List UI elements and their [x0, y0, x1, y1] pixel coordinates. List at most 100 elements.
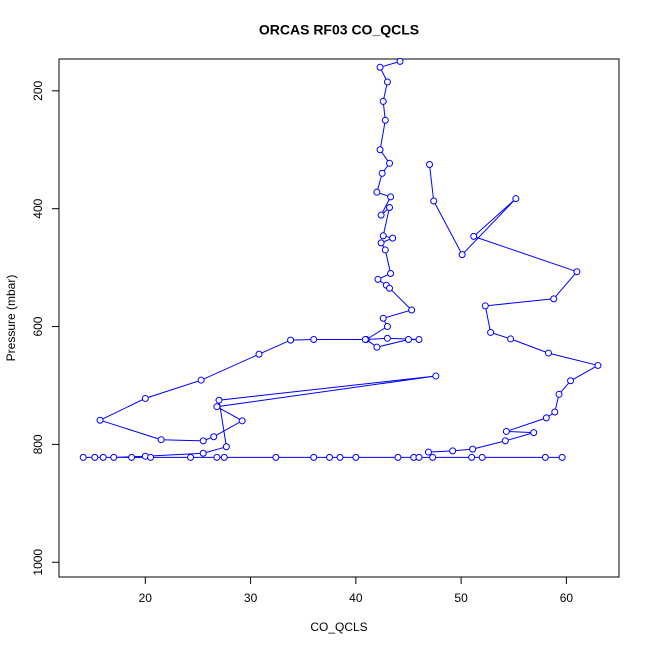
- data-point: [550, 295, 558, 303]
- data-point: [541, 453, 549, 461]
- y-tick-label: 200: [31, 80, 45, 100]
- data-point: [389, 234, 397, 242]
- data-point: [379, 97, 387, 105]
- data-point: [141, 394, 149, 402]
- data-point: [507, 335, 515, 343]
- data-point: [424, 448, 432, 456]
- y-tick-label: 600: [31, 316, 45, 336]
- data-point: [213, 403, 221, 411]
- data-point: [468, 453, 476, 461]
- data-point: [378, 169, 386, 177]
- data-point: [426, 160, 434, 168]
- data-point: [215, 396, 223, 404]
- data-point: [238, 417, 246, 425]
- data-point: [128, 453, 136, 461]
- data-point: [429, 453, 437, 461]
- data-point: [551, 408, 559, 416]
- x-tick-label: 40: [349, 591, 363, 605]
- data-point: [255, 350, 263, 358]
- data-point: [157, 436, 165, 444]
- data-point: [147, 453, 155, 461]
- data-point: [408, 306, 416, 314]
- data-point: [396, 57, 404, 65]
- data-point: [99, 453, 107, 461]
- y-tick-label: 800: [31, 434, 45, 454]
- data-point: [377, 211, 385, 219]
- data-point: [573, 268, 581, 276]
- data-point: [220, 453, 228, 461]
- data-point: [404, 336, 412, 344]
- x-tick-label: 50: [454, 591, 468, 605]
- data-point: [501, 437, 509, 445]
- data-point: [110, 453, 118, 461]
- data-point: [470, 232, 478, 240]
- data-point: [376, 63, 384, 71]
- data-point: [544, 349, 552, 357]
- data-point: [415, 336, 423, 344]
- data-point: [381, 116, 389, 124]
- data-point: [512, 195, 520, 203]
- data-point: [377, 239, 385, 247]
- data-point: [210, 433, 218, 441]
- data-point: [187, 453, 195, 461]
- plot-frame: [58, 58, 620, 578]
- data-point: [373, 343, 381, 351]
- data-point: [213, 453, 221, 461]
- data-point: [222, 443, 230, 451]
- chart-title: ORCAS RF03 CO_QCLS: [259, 22, 419, 38]
- data-point: [530, 429, 538, 437]
- data-point: [449, 447, 457, 455]
- data-point: [96, 416, 104, 424]
- data-point: [502, 427, 510, 435]
- data-point: [386, 204, 394, 212]
- data-point: [481, 302, 489, 310]
- y-axis-label: Pressure (mbar): [4, 275, 18, 362]
- data-point: [326, 453, 334, 461]
- data-point: [394, 453, 402, 461]
- data-point: [91, 453, 99, 461]
- data-point: [376, 146, 384, 154]
- y-tick-label: 1000: [31, 549, 45, 576]
- data-point: [197, 376, 205, 384]
- data-point: [272, 453, 280, 461]
- data-point: [458, 251, 466, 259]
- data-point: [310, 453, 318, 461]
- data-point: [381, 246, 389, 254]
- data-point: [383, 78, 391, 86]
- x-axis-label: CO_QCLS: [310, 620, 367, 634]
- data-point: [478, 453, 486, 461]
- data-point: [386, 284, 394, 292]
- data-point: [387, 270, 395, 278]
- data-point: [432, 372, 440, 380]
- data-point: [387, 193, 395, 201]
- data-point: [79, 453, 87, 461]
- data-point: [383, 323, 391, 331]
- data-point: [361, 336, 369, 344]
- data-point: [310, 336, 318, 344]
- data-point: [415, 453, 423, 461]
- data-point: [487, 328, 495, 336]
- data-point: [373, 188, 381, 196]
- data-point: [199, 449, 207, 457]
- data-point: [336, 453, 344, 461]
- data-point: [558, 453, 566, 461]
- data-point: [567, 377, 575, 385]
- data-point: [199, 437, 207, 445]
- y-tick-label: 400: [31, 198, 45, 218]
- data-point: [287, 336, 295, 344]
- data-point: [383, 334, 391, 342]
- data-point: [594, 361, 602, 369]
- data-point: [374, 275, 382, 283]
- x-tick-label: 30: [244, 591, 258, 605]
- data-point: [352, 453, 360, 461]
- data-point: [379, 232, 387, 240]
- x-tick-label: 20: [139, 591, 153, 605]
- data-point: [430, 197, 438, 205]
- x-tick-label: 60: [560, 591, 574, 605]
- data-point: [379, 314, 387, 322]
- data-point: [542, 414, 550, 422]
- data-point: [469, 445, 477, 453]
- data-point: [555, 390, 563, 398]
